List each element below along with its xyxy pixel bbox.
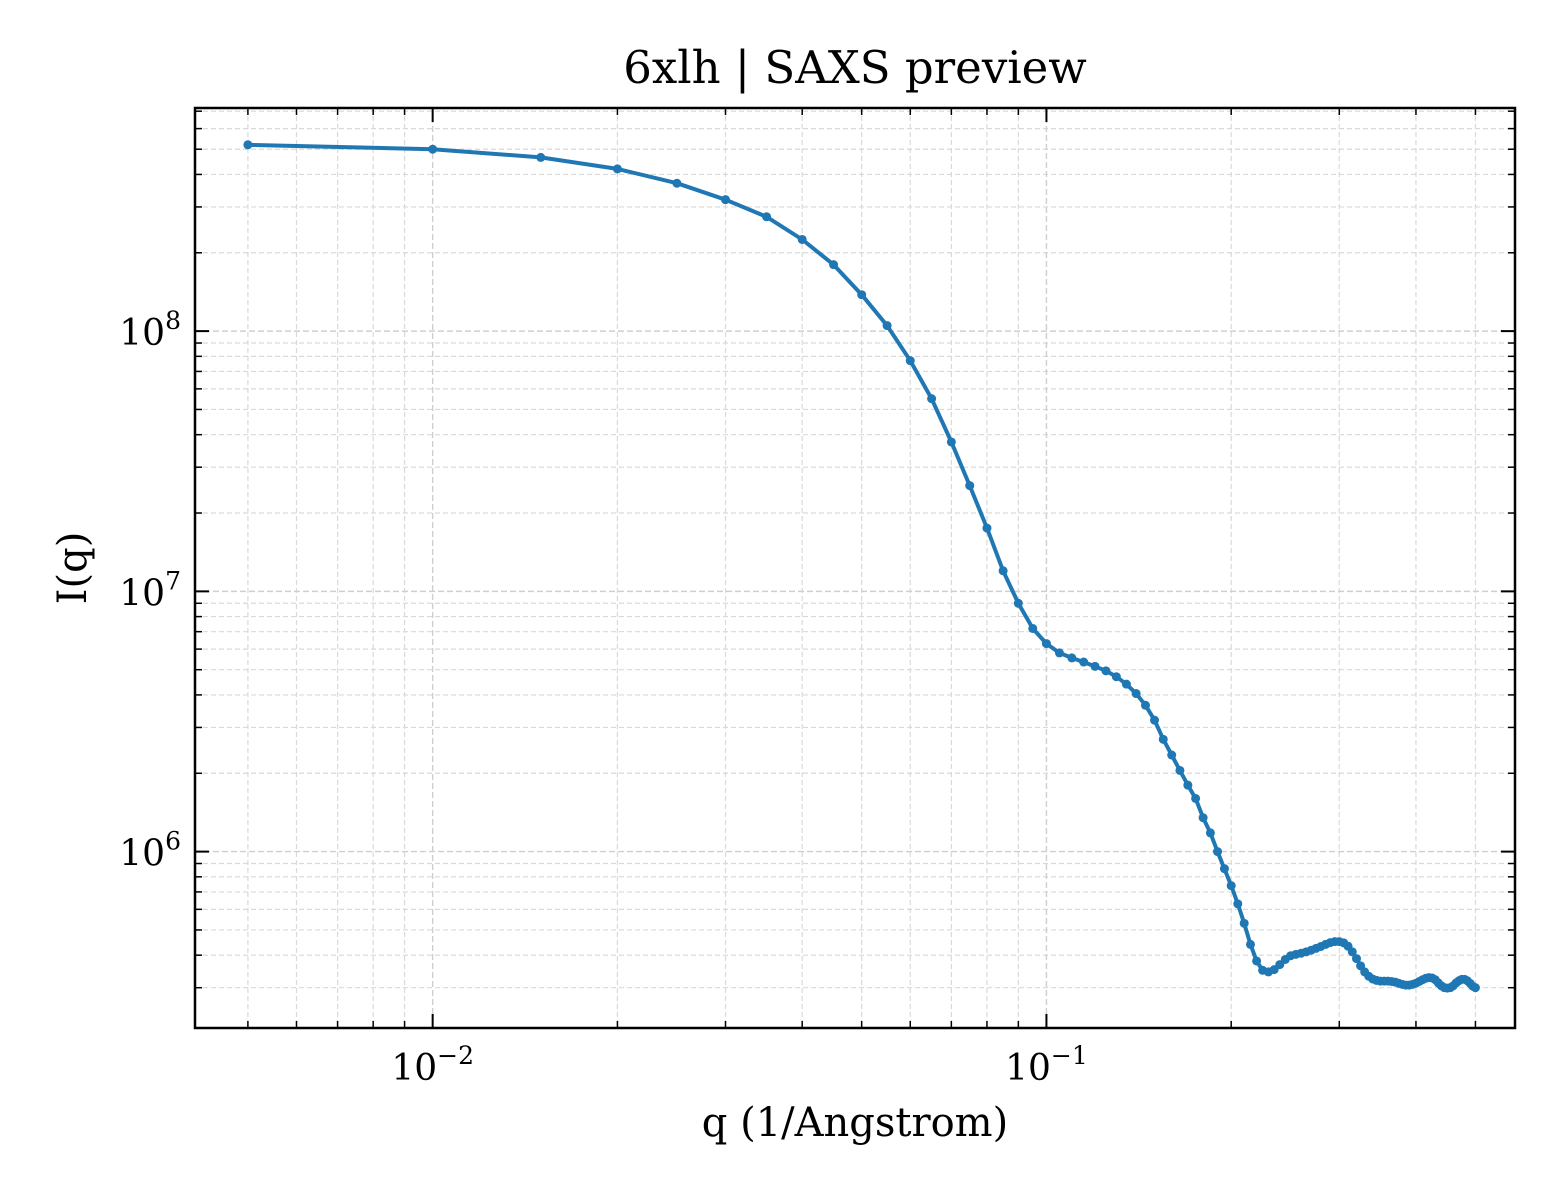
- data-point: [1233, 899, 1243, 909]
- data-point: [1219, 864, 1229, 874]
- data-point: [1090, 661, 1100, 671]
- data-point: [905, 356, 915, 366]
- data-point: [1167, 750, 1177, 760]
- data-point: [829, 260, 839, 270]
- data-point: [1470, 983, 1480, 993]
- x-tick-label: 10−1: [1005, 1041, 1088, 1089]
- plot-frame: [193, 106, 1517, 1030]
- data-point: [1239, 918, 1249, 928]
- data-point: [927, 394, 937, 404]
- data-point: [762, 212, 772, 222]
- y-tick-label: 107: [119, 566, 181, 614]
- data-point: [1150, 715, 1160, 725]
- data-point: [243, 140, 253, 150]
- data-point: [536, 152, 546, 162]
- y-axis-label: I(q): [50, 532, 96, 605]
- data-point: [1111, 672, 1121, 682]
- data-point: [1347, 947, 1357, 957]
- data-point: [1054, 648, 1064, 658]
- data-point: [982, 523, 992, 533]
- data-point: [1205, 828, 1215, 838]
- series-layer: [243, 140, 1480, 993]
- data-point: [1079, 657, 1089, 667]
- data-point: [1041, 639, 1051, 649]
- x-axis-label: q (1/Angstrom): [702, 1100, 1008, 1146]
- data-point: [1140, 700, 1150, 710]
- data-point: [672, 178, 682, 188]
- data-point: [1183, 780, 1193, 790]
- y-tick-label: 108: [119, 306, 181, 354]
- data-point: [1101, 666, 1111, 676]
- ticks: 10−2 10−1 106 107 108: [119, 108, 1515, 1089]
- data-point: [1121, 679, 1131, 689]
- x-tick-label: 10−2: [391, 1041, 474, 1089]
- data-point: [797, 234, 807, 244]
- y-tick-label: 106: [119, 827, 181, 875]
- data-point: [1028, 623, 1038, 633]
- data-point: [857, 290, 867, 300]
- data-point: [1198, 813, 1208, 823]
- data-point: [1175, 765, 1185, 775]
- data-point: [998, 566, 1008, 576]
- data-point: [946, 437, 956, 447]
- grid: [195, 108, 1515, 1028]
- data-point: [1131, 689, 1141, 699]
- data-point: [721, 195, 731, 205]
- data-point: [1213, 847, 1223, 857]
- data-point: [1191, 793, 1201, 803]
- data-point: [1245, 939, 1255, 949]
- chart-title: 6xlh | SAXS preview: [623, 41, 1087, 94]
- data-point: [428, 144, 438, 154]
- data-point: [1252, 956, 1262, 966]
- data-point: [1067, 653, 1077, 663]
- data-point: [882, 321, 892, 331]
- data-point: [1226, 881, 1236, 891]
- data-point: [1351, 954, 1361, 964]
- data-point: [1158, 734, 1168, 744]
- data-point: [612, 164, 622, 174]
- data-point: [965, 481, 975, 491]
- data-point: [1013, 598, 1023, 608]
